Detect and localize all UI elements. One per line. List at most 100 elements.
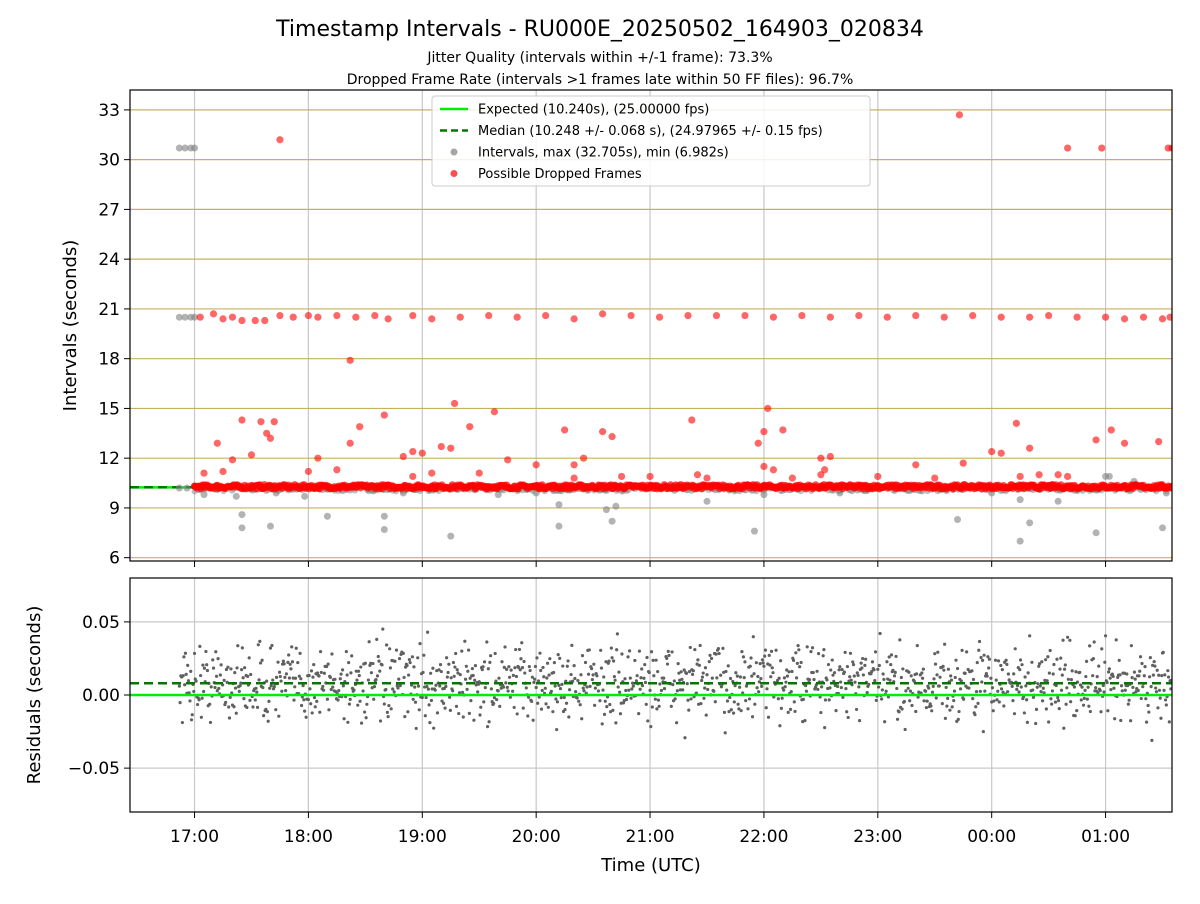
residual-point bbox=[413, 700, 418, 704]
residual-point bbox=[467, 648, 471, 652]
residual-point bbox=[1078, 670, 1082, 674]
residual-point bbox=[880, 688, 884, 692]
residual-point bbox=[870, 669, 874, 674]
residual-point bbox=[1142, 674, 1146, 678]
residual-point bbox=[649, 724, 653, 729]
residual-point bbox=[829, 668, 833, 672]
residual-point bbox=[1166, 669, 1170, 673]
residual-point bbox=[1040, 699, 1045, 703]
residual-point bbox=[313, 705, 317, 709]
residual-point bbox=[1112, 686, 1116, 690]
dropped-frame-point bbox=[247, 451, 256, 459]
dropped-frame-point bbox=[542, 311, 550, 320]
residual-point bbox=[1117, 658, 1121, 662]
residual-point bbox=[211, 658, 215, 662]
residual-point bbox=[184, 672, 188, 676]
residual-point bbox=[811, 670, 815, 675]
residual-point bbox=[299, 677, 303, 681]
residual-point bbox=[1080, 685, 1084, 689]
residual-point bbox=[385, 710, 389, 714]
residual-point bbox=[457, 711, 461, 716]
residual-point bbox=[839, 685, 843, 690]
residual-point bbox=[704, 713, 708, 717]
residual-point bbox=[796, 644, 800, 648]
interval-point bbox=[181, 144, 189, 152]
dropped-frame-point bbox=[912, 311, 920, 320]
residual-point bbox=[1162, 688, 1166, 692]
residual-point bbox=[655, 707, 659, 711]
dropped-frame-point bbox=[409, 472, 417, 481]
residual-point bbox=[612, 674, 616, 679]
residual-point bbox=[569, 672, 573, 677]
dropped-frame-point bbox=[684, 311, 692, 320]
dropped-frame-point bbox=[1155, 437, 1163, 446]
residual-point bbox=[1154, 686, 1158, 690]
residual-point bbox=[851, 662, 856, 667]
dropped-frame-point bbox=[428, 315, 436, 323]
residual-point bbox=[530, 675, 534, 679]
residual-point bbox=[1105, 681, 1109, 685]
residual-point bbox=[623, 677, 627, 681]
residual-point bbox=[987, 657, 992, 661]
residual-point bbox=[500, 660, 504, 664]
residual-point bbox=[930, 709, 934, 713]
residual-point bbox=[630, 681, 635, 685]
dropped-frame-point bbox=[485, 311, 493, 320]
residual-point bbox=[611, 708, 615, 712]
residual-point bbox=[216, 657, 220, 661]
residual-point bbox=[272, 685, 276, 689]
residual-point bbox=[837, 668, 841, 672]
residual-point bbox=[981, 729, 985, 734]
dropped-frame-point bbox=[276, 136, 284, 144]
residual-point bbox=[476, 690, 480, 694]
dropped-frame-point bbox=[447, 444, 455, 452]
residual-point bbox=[1046, 655, 1050, 659]
dropped-frame-point bbox=[1064, 472, 1072, 481]
residual-point bbox=[651, 658, 655, 662]
residual-point bbox=[403, 714, 407, 719]
residual-point bbox=[688, 645, 692, 650]
residual-point bbox=[863, 663, 867, 667]
residual-point bbox=[245, 705, 249, 710]
residual-point bbox=[710, 676, 714, 680]
residual-point bbox=[258, 661, 263, 665]
interval-point bbox=[555, 522, 563, 530]
residual-point bbox=[1017, 690, 1021, 694]
residual-point bbox=[1140, 661, 1144, 666]
dropped-frame-point bbox=[219, 467, 227, 476]
dropped-frame-point bbox=[456, 313, 464, 321]
residual-point bbox=[783, 685, 787, 689]
residual-point bbox=[931, 684, 935, 688]
dropped-frame-point bbox=[1073, 313, 1081, 321]
residual-point bbox=[388, 647, 392, 651]
dropped-frame-point bbox=[589, 482, 597, 490]
residual-point bbox=[553, 684, 557, 688]
residual-point bbox=[971, 696, 975, 701]
residual-point bbox=[293, 685, 297, 689]
residual-point bbox=[225, 680, 229, 684]
residual-point bbox=[463, 639, 467, 643]
residual-point bbox=[970, 669, 974, 673]
dropped-frame-point bbox=[703, 474, 711, 482]
residual-point bbox=[432, 726, 436, 730]
residual-point bbox=[1028, 634, 1032, 638]
residual-point bbox=[840, 667, 844, 672]
residual-point bbox=[567, 715, 571, 719]
residual-point bbox=[732, 700, 736, 704]
residual-point bbox=[539, 668, 543, 673]
legend-box bbox=[431, 95, 871, 187]
residual-point bbox=[702, 696, 706, 700]
residual-point bbox=[317, 674, 321, 678]
residual-point bbox=[1031, 688, 1035, 692]
residual-point bbox=[396, 686, 400, 690]
residual-point bbox=[914, 672, 919, 676]
residual-point bbox=[977, 648, 981, 652]
residual-point bbox=[845, 664, 850, 669]
residual-point bbox=[256, 643, 260, 647]
top-axes-frame bbox=[129, 89, 1173, 562]
residual-point bbox=[1107, 670, 1111, 674]
dropped-frame-point bbox=[1101, 482, 1110, 490]
residual-point bbox=[374, 678, 378, 682]
residual-point bbox=[897, 710, 901, 714]
residual-point bbox=[392, 690, 396, 694]
